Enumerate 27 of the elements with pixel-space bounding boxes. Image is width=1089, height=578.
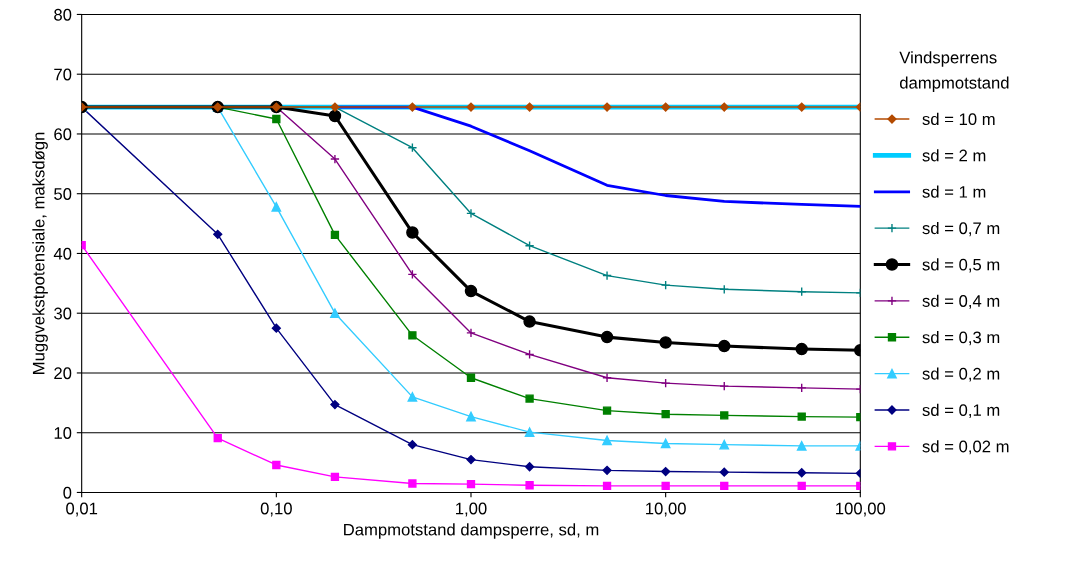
legend-label: sd = 0,02 m	[922, 440, 1009, 455]
y-tick-label: 0	[63, 486, 72, 499]
legend-label: sd = 0,2 m	[922, 367, 1000, 382]
x-tick-label: 0,01	[66, 502, 98, 517]
legend-label: sd = 0,5 m	[922, 258, 1000, 273]
legend-label: sd = 2 m	[922, 149, 986, 162]
y-tick-label: 70	[54, 68, 72, 81]
y-tick-label: 50	[54, 188, 72, 200]
y-tick-label: 10	[54, 427, 72, 439]
y-tick-label: 40	[53, 247, 72, 260]
legend-label: sd = 0,4 m	[922, 294, 1000, 309]
y-tick-label: 80	[54, 8, 72, 21]
y-tick-label: 60	[54, 128, 72, 141]
legend-label: sd = 0,7 m	[922, 221, 1000, 237]
y-tick-label: 30	[54, 307, 72, 320]
x-tick-label: 100,00	[836, 502, 886, 517]
y-axis-title: Muggvekstpotensiale, maksdøgn	[32, 132, 48, 374]
x-tick-label: 1,00	[456, 502, 487, 517]
legend-title: Vindsperrens dampmotstand	[899, 51, 1009, 92]
y-tick-label: 20	[54, 367, 72, 380]
legend-label: sd = 0,1 m	[922, 403, 1000, 418]
x-axis-title: Dampmotstand dampsperre, sd, m	[344, 523, 599, 539]
legend-label: sd = 0,3 m	[922, 331, 1000, 346]
x-tick-label: 10,00	[646, 502, 686, 517]
x-tick-label: 0,10	[260, 502, 292, 517]
legend-label: sd = 10 m	[922, 112, 995, 126]
legend-label: sd = 1 m	[922, 185, 986, 198]
